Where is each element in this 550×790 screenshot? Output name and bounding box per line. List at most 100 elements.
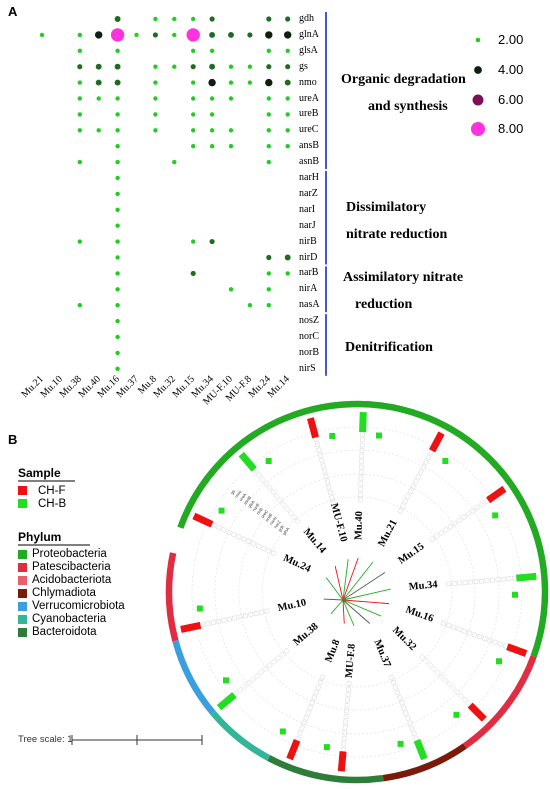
sample-marker-Mu.24: [192, 512, 214, 528]
bubble-ureB-Mu.34: [209, 112, 215, 117]
track-cell: [497, 641, 504, 647]
track-cell: [409, 725, 415, 732]
track-cell: [305, 710, 311, 716]
track-cell: [230, 531, 237, 538]
phylum-legend-label: Chlymadiota: [32, 587, 96, 599]
track-cell: [215, 524, 222, 531]
bubble-nirD-Mu.24: [266, 254, 272, 261]
track-cell: [461, 696, 468, 703]
bubble-ureC-Mu.24: [266, 128, 271, 133]
bubble-glnA-Mu.40: [95, 31, 103, 39]
tree-branch: [342, 559, 349, 601]
track-cell: [428, 449, 435, 456]
sample-marker-small: [323, 744, 330, 751]
track-cell: [329, 495, 335, 501]
bubble-ureA-Mu.24: [266, 96, 271, 101]
bubble-nirB-Mu.34: [209, 239, 215, 245]
track-cell: [313, 436, 319, 443]
sample-marker-small: [329, 432, 336, 439]
track-cell: [237, 614, 243, 620]
group-title-line: Dissimilatory: [346, 200, 427, 215]
track-cell: [358, 470, 364, 475]
bubble-norB-Mu.16: [115, 350, 120, 356]
sample-marker-small: [279, 728, 286, 735]
track-cell: [265, 547, 272, 554]
bubble-gs-MU-F.8: [247, 64, 253, 69]
track-cell: [478, 501, 485, 508]
track-cell: [492, 639, 498, 646]
track-cell: [359, 453, 365, 459]
sample-marker-Mu.21: [429, 431, 445, 453]
track-cell: [456, 626, 462, 632]
bubble-nmo-Mu.8: [153, 80, 158, 85]
track-cell: [433, 533, 440, 540]
gene-label: nirB: [299, 235, 317, 247]
track-cell: [226, 616, 232, 622]
bubble-ansB-Mu.16: [115, 144, 120, 149]
bubble-ureA-Mu.16: [115, 96, 120, 101]
bubble-glnA-Mu.8: [152, 32, 158, 38]
leaf-label: Mu.34: [408, 579, 438, 593]
track-cell: [297, 730, 303, 737]
track-cell: [309, 699, 316, 706]
bubble-ureC-Mu.16: [115, 128, 120, 133]
phylum-legend-label: Cyanobacteria: [32, 613, 107, 625]
bubble-glsA-Mu.38: [77, 48, 83, 53]
bubble-narH-Mu.16: [115, 175, 120, 181]
track-label: nirB: [255, 507, 264, 516]
bubble-glsA-Mu.14: [285, 48, 290, 53]
track-cell: [215, 618, 222, 625]
track-cell: [456, 517, 463, 524]
track-cell: [283, 648, 290, 655]
track-cell: [252, 467, 259, 475]
track-cell: [430, 665, 437, 672]
track-cell: [358, 486, 363, 492]
sample-marker-MU-F.8: [337, 751, 347, 772]
track-cell: [450, 624, 457, 631]
track-cell: [270, 658, 277, 665]
track-cell: [442, 526, 449, 533]
track-cell: [346, 681, 352, 687]
gene-label: nasA: [299, 299, 320, 311]
tree-branch: [325, 577, 344, 601]
track-cell: [319, 674, 326, 681]
bubble-ansB-Mu.24: [266, 144, 271, 149]
sample-legend-title: Sample: [18, 466, 61, 480]
gene-label: nosZ: [299, 315, 319, 327]
track-cell: [346, 686, 351, 692]
sample-marker-small: [218, 507, 225, 514]
bubble-nirA-Mu.16: [115, 287, 120, 292]
bubble-asnB-Mu.24: [266, 159, 271, 165]
tree-branch: [342, 561, 374, 601]
sample-swatch: [18, 486, 27, 495]
track-cell: [474, 504, 481, 511]
phylum-ring-segment: [382, 743, 467, 782]
panel-b-label: B: [8, 432, 18, 447]
phylum-swatch: [18, 602, 27, 611]
phylum-swatch: [18, 563, 27, 572]
bubble-ureB-Mu.38: [77, 112, 83, 117]
bubble-narI-Mu.16: [115, 207, 120, 212]
bubble-asnB-Mu.16: [115, 159, 120, 165]
bubble-glnA-Mu.15: [186, 28, 200, 42]
track-cell: [253, 672, 261, 679]
track-cell: [341, 736, 347, 741]
track-cell: [446, 581, 452, 587]
track-cell: [311, 694, 318, 701]
bubble-norC-Mu.16: [115, 334, 120, 340]
leaf-label: Mu.38: [291, 621, 320, 648]
leaf-label: Mu.14: [301, 526, 328, 556]
track-cell: [461, 628, 467, 634]
track-cell: [453, 688, 461, 696]
bubble-nirD-Mu.14: [284, 254, 291, 261]
sample-marker-small: [375, 432, 382, 439]
track-cell: [411, 730, 417, 737]
phylum-ring-segment: [462, 655, 537, 749]
phylum-legend-label: Proteobacteria: [32, 548, 107, 560]
track-cell: [447, 523, 454, 530]
bubble-nirA-MU-F.10: [228, 287, 234, 292]
gene-label: ureB: [299, 108, 319, 120]
sample-marker-Mu.38: [216, 692, 237, 711]
bubble-glnA-Mu.21: [39, 32, 45, 38]
track-cell: [403, 710, 409, 716]
